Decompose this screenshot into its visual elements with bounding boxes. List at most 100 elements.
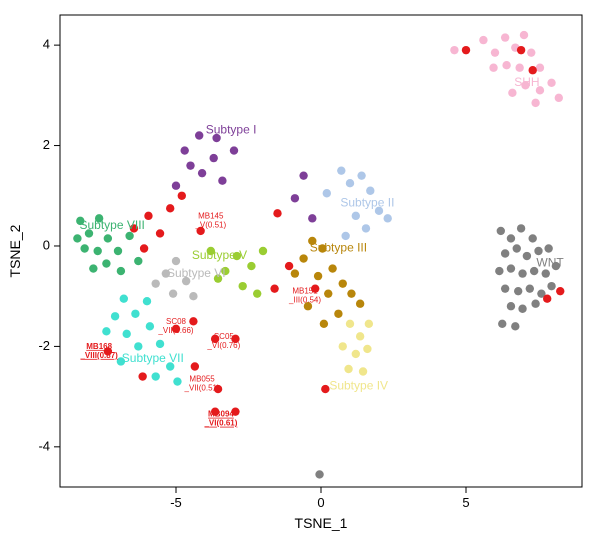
point (529, 234, 537, 242)
annotation: MB094_VI(0.61) (203, 410, 237, 428)
x-tick-label: 5 (462, 495, 469, 510)
point (363, 345, 371, 353)
cluster-label: SHH (514, 75, 539, 89)
point (134, 342, 142, 350)
point (534, 247, 542, 255)
annotation-line: SC05 (214, 332, 235, 341)
point (273, 209, 281, 217)
point (140, 244, 148, 252)
point (339, 342, 347, 350)
annotation-line: MB151 (292, 287, 318, 296)
point (352, 212, 360, 220)
point (186, 161, 194, 169)
cluster-label: Subtype III (310, 241, 367, 255)
point (104, 234, 112, 242)
y-tick-label: 2 (43, 137, 50, 152)
point (527, 48, 535, 56)
point (314, 272, 322, 280)
point (346, 320, 354, 328)
y-tick-label: 0 (43, 237, 50, 252)
point (80, 244, 88, 252)
point (523, 252, 531, 260)
point (365, 320, 373, 328)
point (143, 297, 151, 305)
point (308, 214, 316, 222)
point (146, 322, 154, 330)
x-axis-title: TSNE_1 (295, 515, 348, 531)
point (531, 300, 539, 308)
point (337, 166, 345, 174)
point (114, 247, 122, 255)
cluster-label: Subtype VIII (80, 218, 145, 232)
point (144, 212, 152, 220)
point (556, 287, 564, 295)
y-axis-title: TSNE_2 (7, 224, 23, 277)
y-tick-label: -4 (38, 438, 50, 453)
point (357, 171, 365, 179)
point (356, 300, 364, 308)
cluster-label: Subtype VI (167, 266, 226, 280)
point (323, 189, 331, 197)
point (123, 330, 131, 338)
annotation-line: _VII(0.66) (157, 326, 193, 335)
point (501, 33, 509, 41)
point (94, 247, 102, 255)
point (270, 284, 278, 292)
point (172, 257, 180, 265)
point (299, 254, 307, 262)
point (247, 262, 255, 270)
point (341, 232, 349, 240)
point (543, 295, 551, 303)
point (328, 264, 336, 272)
point (462, 46, 470, 54)
point (117, 267, 125, 275)
point (181, 146, 189, 154)
point (73, 234, 81, 242)
point (131, 310, 139, 318)
point (134, 257, 142, 265)
point (102, 259, 110, 267)
point (507, 264, 515, 272)
point (125, 232, 133, 240)
point (515, 64, 523, 72)
point (555, 94, 563, 102)
cluster-label: Subtype V (192, 248, 247, 262)
cluster-label: Subtype VII (122, 351, 184, 365)
annotation-line: _V(0.51) (194, 220, 226, 229)
point (339, 279, 347, 287)
annotation-line: MB145 (198, 211, 224, 220)
point (547, 79, 555, 87)
point (450, 46, 458, 54)
point (156, 229, 164, 237)
point (518, 305, 526, 313)
point (239, 282, 247, 290)
x-tick-label: 0 (317, 495, 324, 510)
annotation-line: MB055 (189, 375, 215, 384)
point (191, 362, 199, 370)
point (495, 267, 503, 275)
cluster-label: WNT (536, 256, 564, 270)
point (517, 46, 525, 54)
annotation: MB151_III(0.54) (288, 287, 321, 305)
point (502, 61, 510, 69)
point (359, 367, 367, 375)
point (508, 89, 516, 97)
point (344, 365, 352, 373)
annotation-line: _VI(0.61) (203, 419, 237, 428)
point (544, 244, 552, 252)
cluster-label: Subtype I (206, 123, 257, 137)
point (347, 289, 355, 297)
point (169, 289, 177, 297)
point (507, 234, 515, 242)
point (501, 284, 509, 292)
annotation: MB055_VII(0.51) (184, 375, 220, 393)
point (111, 312, 119, 320)
point (173, 377, 181, 385)
point (291, 194, 299, 202)
point (152, 279, 160, 287)
point (513, 244, 521, 252)
point (285, 262, 293, 270)
point (520, 31, 528, 39)
point (299, 171, 307, 179)
cluster-label: Subtype IV (329, 379, 388, 393)
